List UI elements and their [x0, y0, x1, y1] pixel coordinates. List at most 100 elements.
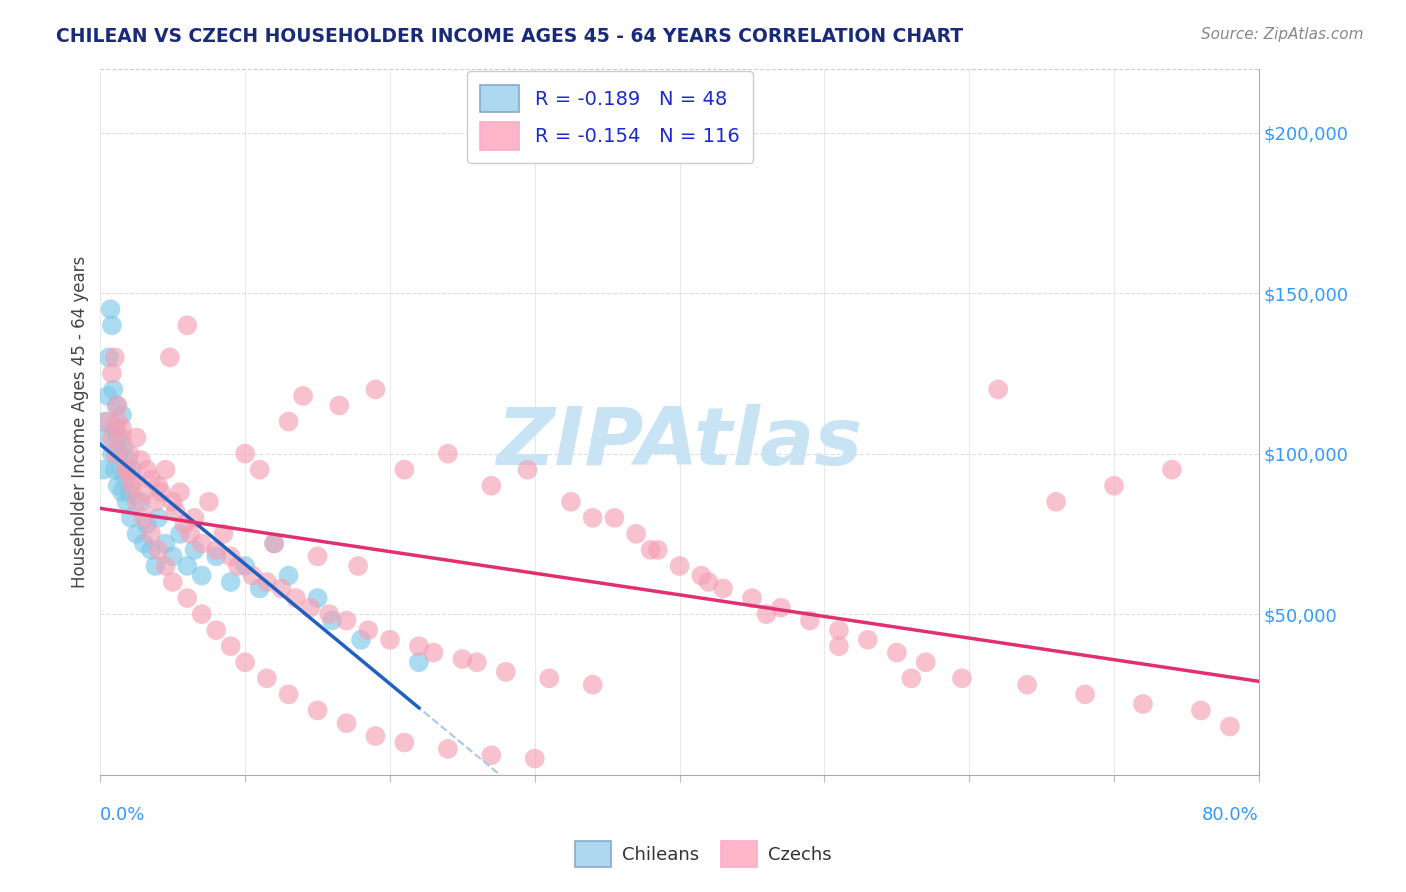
Point [101, 447, 124, 461]
Point [183, 511, 205, 525]
Point [350, 632, 373, 647]
Point [516, 463, 538, 477]
Point [408, 655, 430, 669]
Text: Source: ZipAtlas.com: Source: ZipAtlas.com [1201, 27, 1364, 42]
Point [741, 591, 763, 605]
Point [205, 623, 228, 637]
Point [226, 558, 249, 573]
Point [132, 485, 155, 500]
Point [118, 485, 141, 500]
Point [121, 479, 143, 493]
Point [148, 543, 170, 558]
Point [292, 389, 315, 403]
Point [139, 543, 162, 558]
Point [155, 463, 177, 477]
Point [198, 495, 221, 509]
Point [284, 591, 307, 605]
Point [378, 632, 401, 647]
Point [347, 558, 370, 573]
Point [437, 742, 460, 756]
Point [1017, 678, 1039, 692]
Point [115, 463, 138, 477]
Point [114, 472, 136, 486]
Point [125, 495, 148, 509]
Point [205, 543, 228, 558]
Point [307, 703, 329, 717]
Point [97, 389, 120, 403]
Point [176, 558, 198, 573]
Point [1074, 687, 1097, 701]
Point [523, 751, 546, 765]
Text: 0.0%: 0.0% [100, 806, 146, 824]
Point [107, 415, 129, 429]
Point [318, 607, 340, 621]
Point [101, 367, 124, 381]
Point [690, 568, 713, 582]
Text: CHILEAN VS CZECH HOUSEHOLDER INCOME AGES 45 - 64 YEARS CORRELATION CHART: CHILEAN VS CZECH HOUSEHOLDER INCOME AGES… [56, 27, 963, 45]
Point [256, 574, 278, 589]
Point [101, 431, 124, 445]
Point [93, 415, 115, 429]
Point [120, 511, 142, 525]
Point [465, 655, 488, 669]
Point [132, 511, 155, 525]
Point [582, 678, 605, 692]
Point [219, 639, 242, 653]
Point [219, 549, 242, 564]
Point [108, 447, 131, 461]
Point [828, 623, 851, 637]
Point [299, 600, 322, 615]
Point [270, 582, 292, 596]
Point [115, 495, 138, 509]
Point [364, 729, 387, 743]
Text: 80.0%: 80.0% [1202, 806, 1258, 824]
Point [139, 527, 162, 541]
Point [190, 568, 212, 582]
Point [277, 687, 299, 701]
Point [110, 463, 132, 477]
Point [97, 415, 120, 429]
Point [1189, 703, 1212, 717]
Point [183, 543, 205, 558]
Point [121, 463, 143, 477]
Point [364, 383, 387, 397]
Point [408, 639, 430, 653]
Point [437, 447, 460, 461]
Point [1102, 479, 1125, 493]
Point [148, 511, 170, 525]
Point [479, 479, 502, 493]
Point [394, 463, 416, 477]
Legend: Chileans, Czechs: Chileans, Czechs [568, 834, 838, 874]
Point [328, 399, 350, 413]
Point [307, 549, 329, 564]
Point [190, 607, 212, 621]
Point [219, 574, 242, 589]
Point [856, 632, 879, 647]
Point [118, 447, 141, 461]
Point [150, 485, 173, 500]
Point [886, 646, 908, 660]
Point [263, 536, 285, 550]
Point [179, 527, 201, 541]
Point [769, 600, 792, 615]
Point [121, 472, 143, 486]
Point [538, 671, 561, 685]
Point [190, 536, 212, 550]
Point [249, 463, 271, 477]
Point [422, 646, 444, 660]
Point [101, 318, 124, 333]
Point [711, 582, 734, 596]
Point [169, 485, 191, 500]
Point [173, 517, 195, 532]
Point [1132, 697, 1154, 711]
Point [162, 574, 184, 589]
Point [129, 495, 152, 509]
Point [111, 421, 134, 435]
Point [107, 479, 129, 493]
Point [169, 527, 191, 541]
Point [914, 655, 936, 669]
Point [394, 735, 416, 749]
Point [828, 639, 851, 653]
Point [105, 399, 128, 413]
Point [103, 383, 125, 397]
